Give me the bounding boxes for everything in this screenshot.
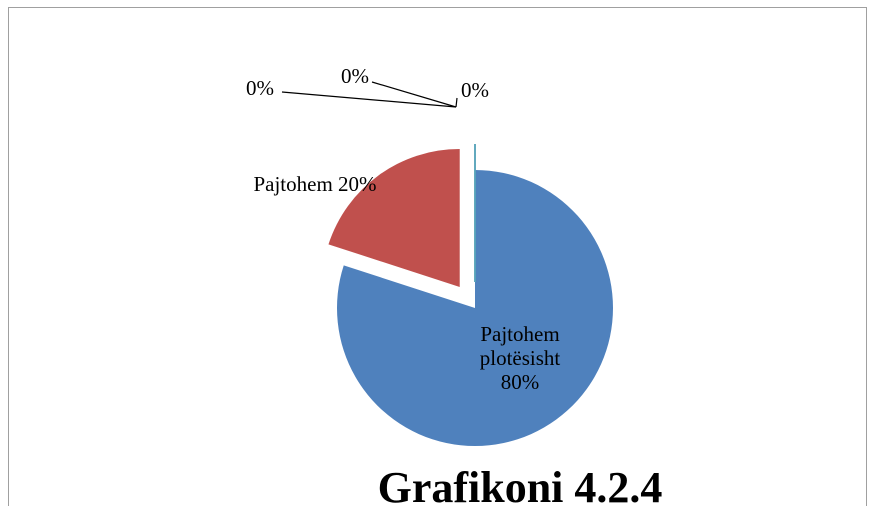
label-value: 0%: [461, 78, 489, 102]
label-value: 0%: [341, 64, 369, 88]
label-category: Pajtohem: [253, 172, 333, 196]
data-label: 0%: [335, 64, 375, 88]
label-value: 20%: [338, 172, 377, 196]
chart-title: Grafikoni 4.2.4: [377, 463, 663, 512]
leader-line: [371, 81, 457, 108]
pie-slice: [336, 170, 614, 446]
leader-line: [281, 91, 457, 108]
frame: [8, 7, 867, 506]
data-label: Pajtohem plotësisht 80%: [460, 322, 580, 394]
label-value: 0%: [246, 76, 274, 100]
label-value: 80%: [500, 370, 540, 394]
pie-slice: [328, 148, 460, 287]
data-label: Pajtohem 20%: [225, 172, 405, 196]
data-label: 0%: [240, 76, 280, 100]
data-label: 0%: [455, 78, 495, 102]
leader-line: [455, 97, 458, 108]
label-category: Pajtohem plotësisht: [479, 322, 561, 370]
